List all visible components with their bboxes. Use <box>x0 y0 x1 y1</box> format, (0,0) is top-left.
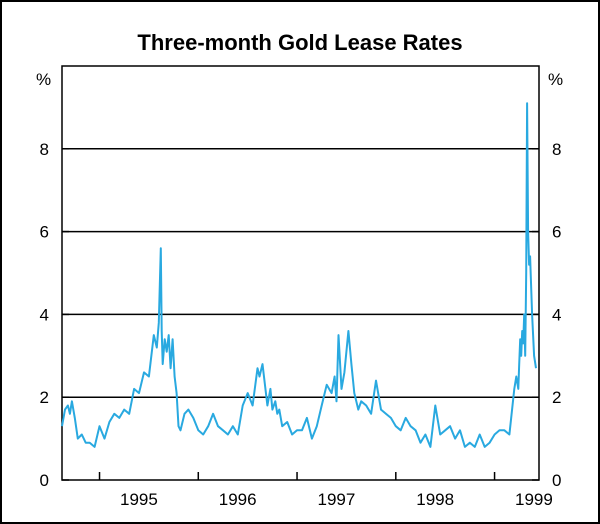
x-tick-label-1997: 1997 <box>318 490 356 509</box>
x-tick-label-1996: 1996 <box>219 490 257 509</box>
x-tick-label-1999: 1999 <box>515 490 553 509</box>
y-tick-label-left: 0 <box>40 471 49 490</box>
series-layer <box>61 102 537 448</box>
y-tick-label-right: 8 <box>552 140 561 159</box>
y-tick-label-left: 2 <box>40 388 49 407</box>
chart-title: Three-month Gold Lease Rates <box>137 30 463 55</box>
x-tick-label-1995: 1995 <box>120 490 158 509</box>
y-tick-label-right: 6 <box>552 223 561 242</box>
plot-area-border <box>61 65 540 481</box>
axis-ticks <box>62 148 539 481</box>
y-tick-label-left: 8 <box>40 140 49 159</box>
y-tick-label-right: 4 <box>552 305 561 324</box>
axis-labels: % % 0 0 2 2 4 4 6 6 8 8 1995 1996 1997 1998 1999 <box>36 70 563 509</box>
y-axis-unit-left: % <box>36 70 51 89</box>
y-tick-label-left: 4 <box>40 305 49 324</box>
y-tick-label-right: 2 <box>552 388 561 407</box>
x-tick-label-1998: 1998 <box>416 490 454 509</box>
y-tick-label-right: 0 <box>552 471 561 490</box>
gridlines <box>62 148 539 398</box>
y-tick-label-left: 6 <box>40 223 49 242</box>
y-axis-unit-right: % <box>548 70 563 89</box>
series-line-0 <box>61 102 537 448</box>
